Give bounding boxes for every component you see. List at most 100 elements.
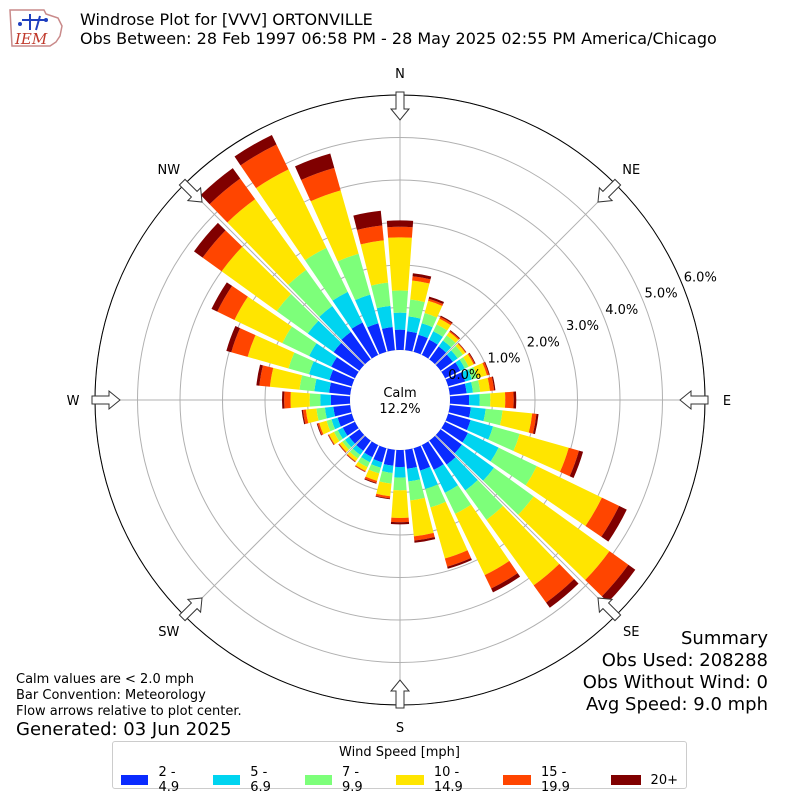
bar-segment: [433, 464, 458, 493]
bar-segment: [464, 382, 473, 394]
legend-label: 7 - 9.9: [342, 765, 363, 795]
bar-segment: [295, 153, 335, 180]
bar-segment: [328, 431, 340, 445]
bar-segment: [465, 480, 504, 520]
bar-segment: [387, 226, 413, 238]
bar-segment: [361, 452, 373, 463]
bar-segment: [441, 421, 468, 443]
bar-segment: [282, 391, 285, 409]
flow-arrow-icon: [597, 597, 622, 622]
bar-segment: [446, 331, 459, 343]
legend-swatch: [503, 775, 531, 785]
bar-segment: [466, 419, 494, 440]
bar-segment: [504, 391, 514, 409]
flow-arrow-icon: [178, 597, 203, 622]
bar-segment: [424, 300, 443, 318]
flow-arrow-icon: [91, 389, 121, 411]
bar-segment: [367, 323, 387, 355]
bar-segment: [211, 282, 233, 312]
bar-segment: [490, 447, 537, 486]
bar-segment: [441, 362, 461, 379]
bar-segment: [342, 439, 352, 450]
bar-segment: [284, 391, 291, 409]
bar-segment: [444, 550, 472, 567]
direction-label: NE: [622, 163, 640, 178]
bar-segment: [532, 413, 539, 435]
legend-swatch: [212, 775, 241, 785]
bar-segment: [449, 330, 460, 340]
bar-segment: [310, 190, 359, 262]
legend-entry: 15 - 19.9: [503, 765, 594, 795]
bar-segment: [282, 326, 317, 357]
bar-segment: [421, 441, 444, 470]
bar-segment: [479, 393, 491, 407]
bar-segment: [368, 464, 381, 474]
bar-segment: [308, 361, 334, 381]
bar-segment: [391, 517, 409, 523]
bar-segment: [585, 497, 620, 537]
bar-segment: [360, 240, 389, 286]
bar-segment: [356, 225, 384, 245]
bar-segment: [364, 478, 377, 484]
bar-segment: [412, 273, 432, 280]
radial-tick-label: 3.0%: [566, 319, 599, 334]
bar-segment: [388, 237, 412, 291]
bar-segment: [338, 444, 346, 453]
legend-entry: 10 - 14.9: [396, 765, 487, 795]
bar-segment: [355, 294, 379, 328]
bar-segment: [458, 342, 467, 353]
bar-segment: [337, 427, 348, 439]
bar-segment: [386, 220, 414, 228]
flow-arrow-icon: [679, 389, 709, 411]
direction-label: N: [395, 67, 405, 82]
bar-segment: [445, 413, 471, 431]
bar-segment: [371, 459, 383, 468]
bar-segment: [288, 269, 333, 317]
bar-segment: [414, 537, 436, 543]
bar-segment: [405, 331, 417, 352]
bar-segment: [484, 361, 490, 375]
title-block: Windrose Plot for [VVV] ORTONVILLE Obs B…: [80, 10, 717, 48]
radial-tick-label: 5.0%: [645, 287, 678, 302]
flow-arrow-icon: [597, 178, 622, 203]
bar-segment: [320, 394, 332, 406]
bar-segment: [446, 350, 458, 362]
bar-segment: [418, 323, 433, 339]
bar-segment: [412, 276, 431, 284]
bar-segment: [491, 376, 496, 391]
bar-segment: [217, 285, 248, 320]
bar-segment: [601, 505, 627, 542]
bar-segment: [428, 298, 444, 306]
summary-title: Summary: [681, 628, 768, 649]
legend: Wind Speed [mph] 2 - 4.9 5 - 6.9 7 - 9.9 10…: [112, 741, 687, 795]
bar-segment: [200, 168, 241, 205]
bar-segment: [439, 316, 452, 326]
legend-title: Wind Speed [mph]: [339, 745, 460, 760]
bar-segment: [429, 331, 443, 345]
bar-segment: [364, 441, 379, 458]
bar-segment: [342, 421, 359, 436]
bar-segment: [326, 419, 336, 432]
radial-tick-label: 4.0%: [605, 303, 638, 318]
bar-segment: [331, 417, 341, 430]
bar-segment: [390, 521, 410, 525]
bar-segment: [221, 246, 292, 312]
bar-segment: [484, 560, 518, 589]
direction-label: E: [723, 394, 731, 409]
bar-segment: [447, 558, 472, 569]
bar-segment: [410, 497, 434, 537]
bar-segment: [445, 372, 466, 387]
bar-segment: [346, 454, 356, 462]
radial-tick-label: 0.0%: [448, 368, 481, 383]
bar-segment: [413, 445, 431, 471]
bar-segment: [455, 343, 466, 355]
bar-segment: [513, 433, 569, 472]
bar-segment: [333, 342, 365, 371]
flow-arrow-icon: [389, 91, 411, 121]
bar-segment: [383, 448, 395, 466]
summary-block: Summary Obs Used: 208288 Obs Without Win…: [583, 628, 768, 716]
bar-segment: [406, 467, 421, 482]
bar-segment: [469, 407, 486, 422]
bar-segment: [394, 329, 406, 351]
